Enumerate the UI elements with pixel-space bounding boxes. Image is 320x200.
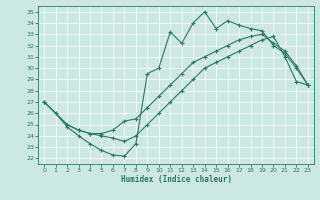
- X-axis label: Humidex (Indice chaleur): Humidex (Indice chaleur): [121, 175, 231, 184]
